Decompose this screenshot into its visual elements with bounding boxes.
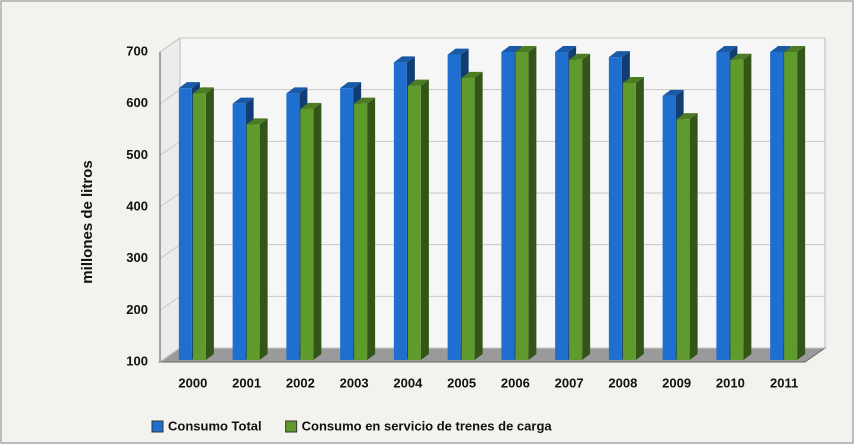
bar-top [192,87,214,94]
bar-front [340,88,354,361]
y-tick-label: 300 [126,250,148,265]
bar [192,87,214,360]
y-tick-label: 200 [126,302,148,317]
bar [569,53,591,360]
bar-top [178,82,200,89]
bar-front [461,77,475,360]
bar-side [582,53,591,360]
bar-front [178,88,192,361]
bar-front [569,59,583,360]
bar-top [246,118,268,125]
bar-front [407,85,421,360]
legend-swatch [151,420,164,433]
bar-top [555,46,577,52]
bar-side [313,102,322,360]
legend-swatch [285,420,298,433]
bar-side [743,53,752,360]
bar-side [367,97,376,361]
bar-front [393,62,407,360]
bar-top [286,87,308,94]
bar-top [716,46,738,52]
x-tick-label: 2000 [178,375,207,390]
bar-top [461,71,483,78]
bar-front [784,52,798,360]
bar-front [676,119,690,361]
x-tick-label: 2001 [232,375,261,390]
bar-top [501,46,523,52]
bar-front [770,52,784,360]
bar-top [340,82,362,89]
bar-front [716,52,730,360]
bar-front [232,103,246,361]
bar [246,118,268,360]
bar-front [501,52,515,360]
bar-front [662,95,676,361]
bar-top [608,51,630,58]
bar-front [555,52,569,360]
bar [515,46,537,360]
x-tick-label: 2010 [716,375,745,390]
bar-top [676,113,698,120]
bar-front [246,124,260,360]
x-tick-label: 2005 [447,375,476,390]
bar-side [420,79,429,360]
y-tick-label: 100 [126,353,148,368]
legend-label: Consumo Total [168,418,262,433]
bar [354,97,376,361]
bar-top [447,48,469,55]
bar-top [730,53,752,60]
bar-side [474,71,483,360]
bar-top [407,79,429,86]
bar [622,77,644,360]
x-tick-label: 2011 [770,375,798,390]
y-axis-label: millones de litros [79,160,96,283]
y-tick-label: 700 [126,43,148,58]
bar-side [205,87,214,360]
bar-side [689,113,698,361]
bar-top [622,77,644,83]
bar-front [608,57,622,361]
x-tick-label: 2004 [393,375,423,390]
bar [676,113,698,361]
bar-top [393,56,415,63]
x-tick-label: 2009 [662,375,691,390]
y-tick-label: 600 [126,95,148,110]
x-tick-label: 2008 [608,375,637,390]
x-tick-label: 2006 [501,375,530,390]
bar-side [528,46,537,360]
bar-top [300,102,322,109]
x-tick-label: 2002 [286,375,315,390]
bar-front [300,108,314,360]
bar [461,71,483,360]
bar-top [569,53,591,60]
bar-side [797,46,806,360]
bar-front [286,93,300,360]
bar-top [784,46,806,52]
x-tick-label: 2003 [340,375,369,390]
bar-side [635,77,644,360]
bar [300,102,322,360]
bar [784,46,806,360]
y-tick-label: 400 [126,198,148,213]
bar-top [354,97,376,104]
bar-front [192,93,206,360]
bar-top [770,46,792,52]
y-tick-label: 500 [126,147,148,162]
bar-front [354,103,368,361]
bar [730,53,752,360]
bar-top [662,89,684,96]
bar-front [515,52,529,360]
bar-top [515,46,537,52]
bar [407,79,429,360]
x-tick-label: 2007 [555,375,584,390]
bar-front [730,59,744,360]
bar-side [259,118,268,360]
bar-front [622,83,636,360]
grid-line [159,37,825,53]
bar-front [447,54,461,360]
legend-label: Consumo en servicio de trenes de carga [302,418,553,433]
bar-top [232,97,254,104]
